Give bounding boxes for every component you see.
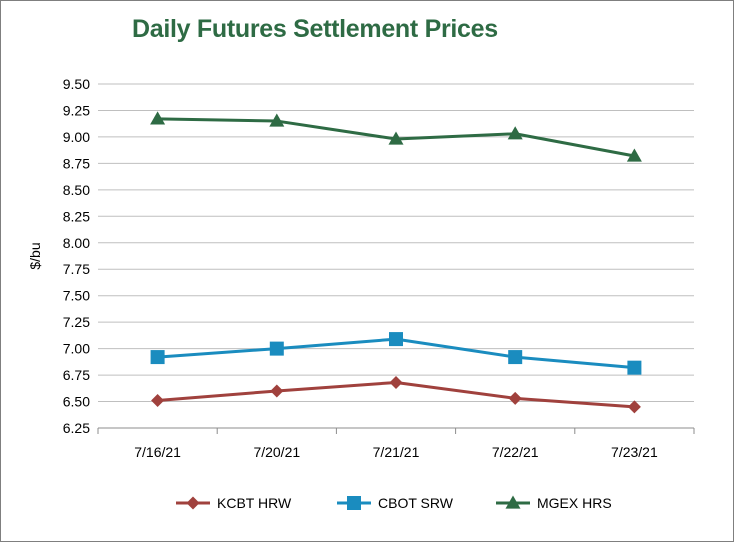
gridlines — [98, 83, 694, 403]
y-tick-label: 7.00 — [63, 341, 90, 357]
data-point-cbot-srw — [150, 350, 165, 365]
y-tick-label: 6.75 — [63, 367, 90, 383]
legend-label: MGEX HRS — [537, 495, 612, 511]
legend-label: CBOT SRW — [378, 495, 454, 511]
y-tick-label: 6.25 — [63, 420, 90, 436]
legend-item-mgex-hrs: MGEX HRS — [496, 495, 612, 511]
chart-title: Daily Futures Settlement Prices — [132, 15, 498, 43]
y-tick-label: 6.50 — [63, 394, 90, 410]
data-point-cbot-srw — [389, 332, 403, 347]
x-tick-label: 7/20/21 — [253, 444, 300, 460]
data-point-cbot-srw — [269, 341, 284, 356]
x-tick-label: 7/21/21 — [373, 444, 420, 460]
y-tick-label: 9.50 — [63, 76, 90, 92]
y-tick-label: 8.25 — [63, 208, 90, 224]
data-point-kcbt-hrw — [270, 384, 284, 398]
legend-marker — [186, 496, 200, 510]
data-point-mgex-hrs — [388, 131, 404, 145]
data-point-cbot-srw — [508, 350, 523, 365]
axes — [97, 427, 695, 434]
x-tick-label: 7/16/21 — [134, 444, 181, 460]
y-tick-label: 7.50 — [63, 288, 90, 304]
series-layer — [150, 111, 642, 414]
y-tick-label: 8.00 — [63, 235, 90, 251]
x-tick-labels: 7/16/21 7/20/21 7/21/21 7/22/21 7/23/21 — [134, 444, 658, 460]
data-point-kcbt-hrw — [508, 391, 522, 405]
y-tick-labels: 6.25 6.50 6.75 7.00 7.25 7.50 7.75 8.00 8.25 8.50… — [63, 76, 90, 436]
x-tick-label: 7/22/21 — [492, 444, 539, 460]
y-tick-label: 7.75 — [63, 261, 90, 277]
data-point-mgex-hrs — [507, 126, 523, 140]
legend: KCBT HRW CBOT SRW MGEX HRS — [176, 495, 612, 511]
data-point-kcbt-hrw — [151, 393, 165, 407]
data-point-mgex-hrs — [626, 148, 642, 162]
y-tick-label: 8.50 — [63, 182, 90, 198]
y-tick-label: 9.25 — [63, 102, 90, 118]
y-tick-label: 8.75 — [63, 155, 90, 171]
series-mgex-hrs — [150, 111, 642, 162]
y-tick-label: 7.25 — [63, 314, 90, 330]
data-point-cbot-srw — [627, 360, 642, 375]
data-point-kcbt-hrw — [627, 400, 641, 414]
y-tick-label: 9.00 — [63, 129, 90, 145]
data-point-mgex-hrs — [269, 113, 285, 127]
series-cbot-srw — [150, 332, 642, 375]
legend-marker — [347, 496, 361, 510]
series-kcbt-hrw — [151, 375, 641, 414]
x-tick-label: 7/23/21 — [611, 444, 658, 460]
data-point-mgex-hrs — [150, 111, 166, 125]
data-point-kcbt-hrw — [389, 375, 403, 389]
legend-item-kcbt-hrw: KCBT HRW — [176, 495, 292, 511]
legend-marker — [505, 495, 521, 509]
legend-item-cbot-srw: CBOT SRW — [337, 495, 454, 511]
y-axis-title: $/bu — [27, 242, 43, 269]
legend-label: KCBT HRW — [217, 495, 292, 511]
